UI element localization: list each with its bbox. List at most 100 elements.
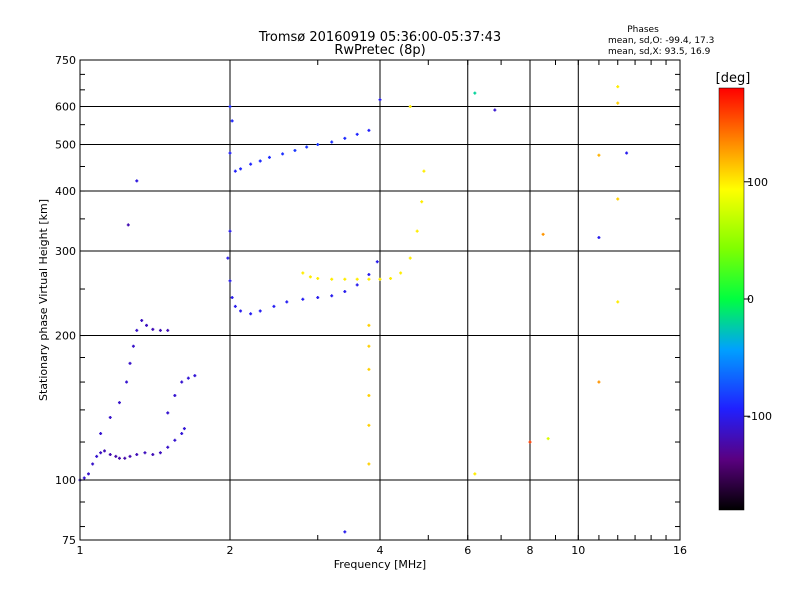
colorbar-ticks: 100 0 -100: [744, 176, 772, 423]
data-point: [140, 318, 144, 322]
data-point: [316, 296, 320, 300]
data-point: [230, 296, 234, 300]
data-point: [367, 323, 371, 327]
data-point: [86, 472, 90, 476]
colorbar-tick-label: -100: [747, 410, 772, 423]
data-point: [415, 229, 419, 233]
data-point: [422, 169, 426, 173]
data-point: [228, 105, 232, 109]
data-point: [367, 344, 371, 348]
data-point: [173, 394, 177, 398]
data-point: [249, 312, 253, 316]
data-point: [597, 153, 601, 157]
data-point: [420, 200, 424, 204]
axes: 1 2 4 6 8 10 16 75 100 200 300 400 500 600 750: [55, 54, 687, 557]
data-point: [330, 294, 334, 298]
data-point: [367, 423, 371, 427]
data-point: [616, 101, 620, 105]
data-point: [173, 438, 177, 442]
data-point: [91, 462, 95, 466]
data-point: [99, 432, 103, 436]
data-point: [473, 472, 477, 476]
y-tick-label: 500: [55, 139, 76, 152]
phase-stats-o: mean, sd,O: -99.4, 17.3: [608, 36, 714, 46]
data-point: [228, 279, 232, 283]
data-point: [186, 376, 190, 380]
x-tick-label: 16: [673, 544, 687, 557]
data-point: [103, 449, 107, 453]
colorbar-tick-label: 0: [747, 293, 754, 306]
data-point: [239, 167, 243, 171]
data-point: [166, 445, 170, 449]
data-point: [126, 223, 130, 227]
data-point: [151, 327, 155, 331]
data-point: [239, 309, 243, 313]
data-point: [367, 277, 371, 281]
colorbar-tick-label: 100: [747, 176, 768, 189]
data-point: [117, 456, 121, 460]
data-point: [528, 440, 532, 444]
data-point: [301, 271, 305, 275]
data-point: [408, 105, 412, 109]
data-point: [541, 232, 545, 236]
data-point: [330, 277, 334, 281]
y-tick-label: 75: [62, 534, 76, 547]
chart-subtitle: RwPretec (8p): [334, 43, 425, 58]
data-point: [408, 256, 412, 260]
data-point: [267, 155, 271, 159]
data-point: [367, 394, 371, 398]
colorbar: [deg] 100 0 -100: [716, 71, 772, 511]
data-point: [128, 361, 132, 365]
y-tick-label: 300: [55, 245, 76, 258]
data-point: [158, 328, 162, 332]
data-point: [546, 437, 550, 441]
x-tick-label: 8: [527, 544, 534, 557]
data-point: [343, 530, 347, 534]
data-point: [625, 151, 629, 155]
data-point: [367, 128, 371, 132]
data-point: [389, 276, 393, 280]
data-point: [343, 277, 347, 281]
data-point: [230, 119, 234, 123]
data-point: [226, 256, 230, 260]
data-point: [305, 145, 309, 149]
x-axis-label: Frequency [MHz]: [334, 558, 426, 571]
data-point: [228, 229, 232, 233]
y-tick-label: 600: [55, 101, 76, 114]
y-axis-label: Stationary phase Virtual Height [km]: [37, 199, 50, 401]
data-point: [228, 151, 232, 155]
data-point: [493, 108, 497, 112]
x-tick-label: 1: [77, 544, 84, 557]
data-point: [158, 451, 162, 455]
data-point: [125, 380, 129, 384]
data-point: [135, 179, 139, 183]
x-tick-label: 10: [571, 544, 585, 557]
data-point: [114, 454, 118, 458]
grid: [80, 60, 680, 540]
data-point: [330, 140, 334, 144]
data-point: [367, 273, 371, 277]
colorbar-gradient: [718, 87, 745, 511]
data-point: [145, 323, 149, 327]
data-point: [117, 401, 121, 405]
data-point: [378, 98, 382, 102]
data-point: [166, 328, 170, 332]
data-point: [108, 453, 112, 457]
data-point: [180, 380, 184, 384]
data-point: [135, 328, 139, 332]
data-point: [143, 451, 147, 455]
data-point: [99, 451, 103, 455]
plot-frame: [79, 59, 681, 541]
chart-title: Tromsø 20160919 05:36:00-05:37:43: [258, 30, 501, 45]
data-point: [193, 374, 197, 378]
data-point: [616, 85, 620, 89]
data-point: [166, 411, 170, 415]
y-tick-label: 100: [55, 474, 76, 487]
data-point: [308, 275, 312, 279]
data-point: [285, 300, 289, 304]
phase-stats-title: Phases: [627, 25, 659, 35]
data-point: [343, 290, 347, 294]
x-tick-label: 6: [464, 544, 471, 557]
data-point: [316, 276, 320, 280]
